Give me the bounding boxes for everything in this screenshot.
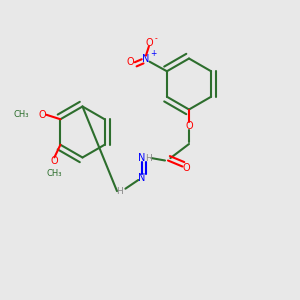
Text: O: O: [182, 163, 190, 173]
Text: N: N: [138, 172, 146, 183]
Text: O: O: [127, 57, 134, 67]
Text: H: H: [116, 187, 123, 196]
Text: CH₃: CH₃: [14, 110, 29, 119]
Text: +: +: [150, 49, 157, 58]
Text: N: N: [138, 153, 146, 163]
Text: N: N: [142, 54, 150, 64]
Text: O: O: [39, 110, 46, 120]
Text: O: O: [51, 156, 58, 166]
Text: CH₃: CH₃: [47, 169, 62, 178]
Text: H: H: [145, 154, 152, 163]
Text: O: O: [145, 38, 153, 48]
Text: O: O: [185, 121, 193, 131]
Text: -: -: [154, 34, 157, 43]
